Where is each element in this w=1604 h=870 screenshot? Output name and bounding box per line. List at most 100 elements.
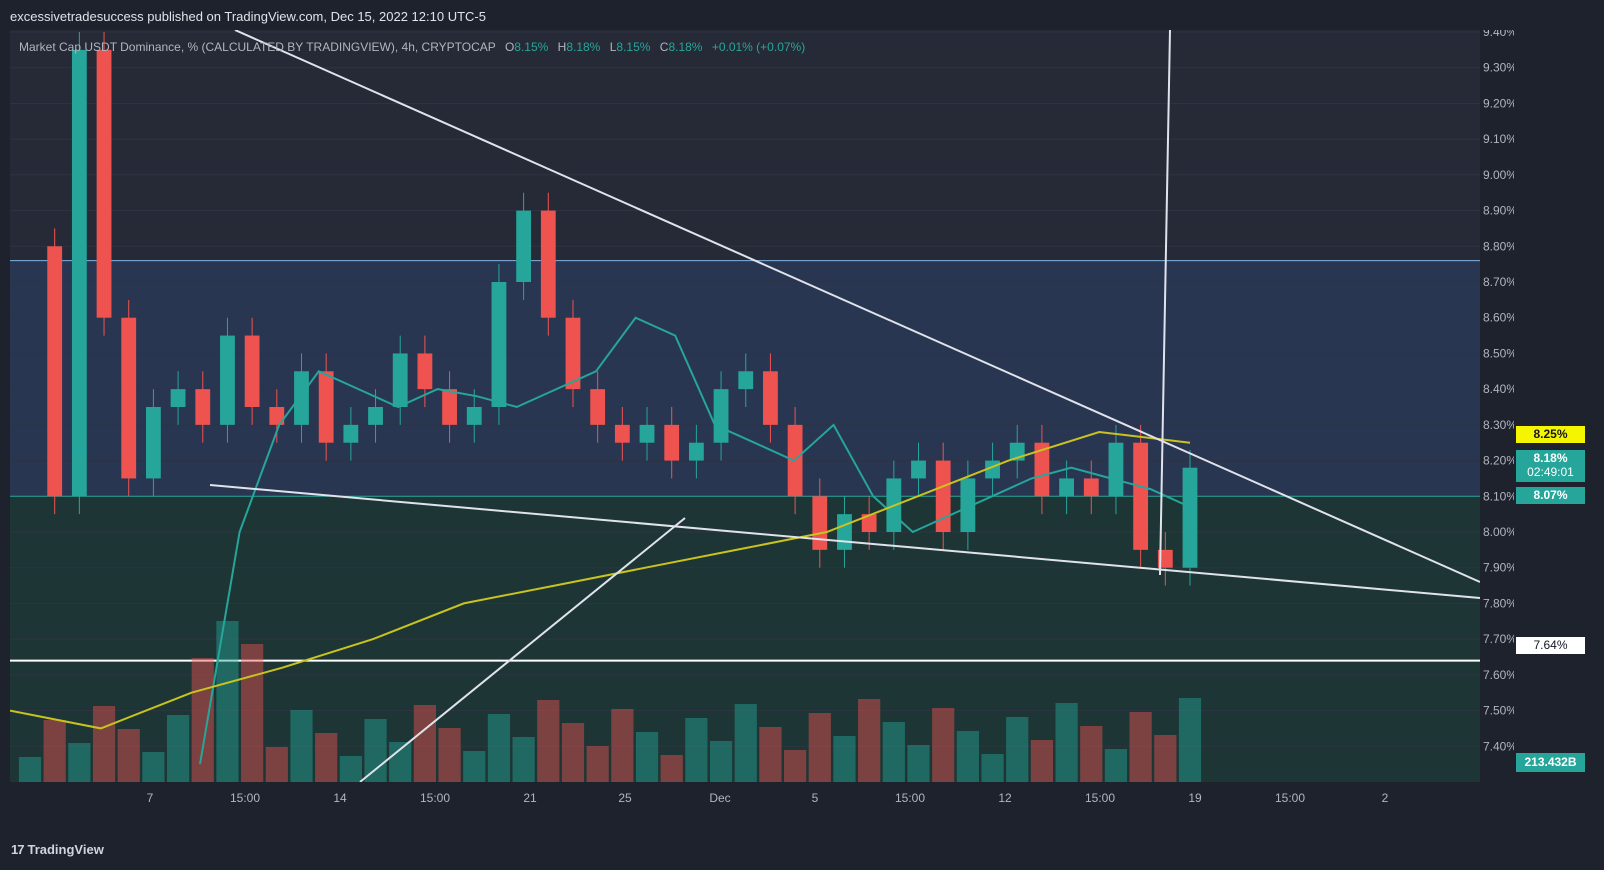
volume-bar	[1104, 749, 1128, 782]
candle-body	[935, 460, 951, 532]
time-tick-label: 14	[333, 791, 347, 805]
close-label: C	[659, 40, 669, 54]
symbol-title: Market Cap USDT Dominance, % (CALCULATED…	[19, 40, 496, 54]
volume-bar	[68, 743, 91, 782]
price-tick-label: 7.50%	[1483, 704, 1514, 718]
candle-body	[1034, 442, 1050, 497]
candle-body	[540, 210, 556, 318]
volume-bar	[92, 706, 116, 782]
price-tick-label: 8.50%	[1483, 346, 1514, 360]
candle-body	[170, 389, 186, 407]
volume-bar	[907, 745, 930, 782]
price-axis	[1480, 30, 1514, 828]
candle-body	[244, 335, 260, 407]
volume-bar	[438, 728, 461, 782]
price-tick-label: 7.40%	[1483, 739, 1514, 753]
publisher-text: excessivetradesuccess published on Tradi…	[10, 9, 486, 24]
candle-body	[343, 424, 359, 443]
volume-bar	[315, 733, 338, 782]
volume-bar	[18, 757, 42, 782]
volume-bar	[487, 714, 511, 782]
high-value: 8.18%	[566, 40, 601, 54]
tradingview-logo[interactable]: 17 TradingView	[11, 842, 104, 857]
volume-bar	[537, 700, 560, 782]
candle-body	[565, 317, 581, 390]
candle-body	[318, 371, 334, 443]
candle-body	[1108, 442, 1124, 497]
time-tick-label: 2	[1382, 791, 1389, 805]
volume-bar	[1080, 726, 1103, 782]
price-tick-label: 9.40%	[1483, 30, 1514, 39]
time-tick-label: 7	[147, 791, 154, 805]
volume-bar	[1154, 735, 1177, 782]
ma-slow-badge: 8.25%	[1516, 426, 1585, 443]
volume-bar	[561, 723, 585, 782]
volume-bar	[784, 750, 807, 782]
price-tick-label: 9.10%	[1483, 132, 1514, 146]
candle-body	[491, 282, 507, 407]
price-tick-label: 9.20%	[1483, 96, 1514, 110]
last-price-badge: 8.18% 02:49:01	[1516, 450, 1585, 482]
trendline	[209, 484, 1481, 599]
volume-bar	[191, 658, 214, 782]
candle-body	[269, 407, 285, 425]
candle-body	[812, 496, 828, 550]
price-tick-label: 9.00%	[1483, 168, 1514, 182]
volume-bar	[956, 731, 979, 782]
candle-body	[195, 389, 211, 425]
price-tick-label: 7.60%	[1483, 668, 1514, 682]
candle-body	[442, 389, 457, 425]
price-tick-label: 7.80%	[1483, 596, 1514, 610]
candle-body	[1157, 549, 1173, 568]
volume-bar	[166, 715, 190, 782]
volume-bar	[265, 747, 288, 782]
time-tick-label: 15:00	[230, 791, 260, 805]
chart-header: excessivetradesuccess published on Tradi…	[0, 0, 1604, 30]
ma-fast-line	[199, 316, 1191, 765]
chart-svg[interactable]: 7.40% 7.50% 7.60% 7.70% 7.80% 7.90% 8.00% 8.10%…	[10, 30, 1514, 828]
time-axis	[10, 782, 1480, 828]
time-tick-label: 15:00	[420, 791, 450, 805]
candle-body	[960, 478, 976, 532]
open-label: O	[504, 40, 515, 54]
chart-legend: Market Cap USDT Dominance, % (CALCULATED…	[19, 40, 805, 54]
candle-body	[417, 353, 433, 390]
volume-bar	[808, 713, 831, 782]
volume-bar	[413, 705, 436, 782]
chart-area[interactable]: 7.40% 7.50% 7.60% 7.70% 7.80% 7.90% 8.00% 8.10%…	[10, 30, 1514, 828]
volume-bar	[586, 746, 609, 782]
candle-body	[911, 460, 926, 479]
volume-bar	[43, 720, 66, 782]
volume-bar	[858, 699, 881, 782]
candle-body	[368, 407, 383, 425]
volume-bar	[660, 755, 683, 782]
volume-bar	[241, 644, 264, 782]
candle-body	[688, 442, 704, 461]
candle-body	[590, 389, 606, 425]
volume-bar	[463, 751, 486, 782]
volume-bar	[290, 710, 313, 782]
volume-bar	[932, 708, 955, 782]
trendline	[234, 30, 1481, 583]
price-tick-label: 9.30%	[1483, 61, 1514, 75]
candle-body	[738, 371, 754, 390]
candle-body	[466, 407, 482, 425]
candle-body	[392, 353, 408, 407]
candle-body	[763, 371, 778, 425]
candle-body	[1083, 478, 1099, 497]
candle-body	[861, 514, 877, 532]
volume-bar	[216, 621, 239, 782]
candle-body	[516, 210, 532, 282]
volume-bar	[685, 718, 708, 782]
volume-bar	[734, 704, 757, 782]
candle-body	[47, 246, 63, 497]
price-tick-label: 7.70%	[1483, 632, 1514, 646]
price-tick-label: 8.60%	[1483, 311, 1514, 325]
candle-body	[664, 424, 680, 461]
time-tick-label: 15:00	[1085, 791, 1115, 805]
time-tick-label: 19	[1188, 791, 1202, 805]
volume-bar	[833, 736, 856, 782]
trendline	[359, 517, 686, 783]
time-tick-label: Dec	[709, 791, 730, 805]
volume-bar	[512, 737, 535, 782]
